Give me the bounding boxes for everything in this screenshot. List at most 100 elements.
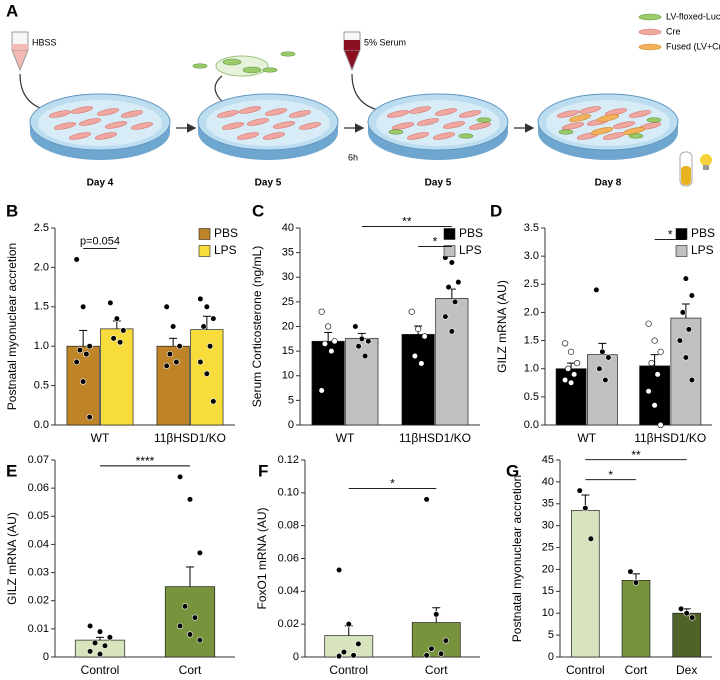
data-point	[336, 566, 343, 574]
significance-label: **	[631, 448, 641, 462]
y-tick-label: 0	[293, 651, 299, 663]
data-point	[113, 315, 120, 322]
data-point	[599, 348, 606, 355]
data-point	[355, 343, 362, 350]
legend-swatch	[443, 245, 456, 257]
data-point	[433, 611, 440, 618]
day-label: Day 5	[425, 178, 452, 189]
y-tick-label: 35	[542, 498, 554, 510]
panel-letter: F	[258, 461, 268, 480]
legend-swatch	[638, 28, 662, 36]
data-point	[86, 343, 93, 350]
data-point	[186, 496, 194, 503]
y-tick-label: 15	[282, 345, 294, 357]
data-point	[328, 348, 335, 355]
data-point	[166, 350, 174, 358]
significance-label: *	[668, 228, 673, 242]
tube	[343, 31, 361, 72]
legend-label: PBS	[214, 226, 238, 240]
data-point	[568, 348, 575, 355]
data-point	[163, 362, 170, 370]
bar	[639, 365, 670, 426]
bar	[571, 509, 600, 658]
legend-label: LPS	[214, 243, 237, 257]
significance-label: p=0.054	[80, 235, 120, 247]
legend-label: LPS	[459, 243, 482, 257]
y-tick-label: 40	[542, 476, 554, 488]
data-point	[76, 347, 84, 354]
data-point	[331, 338, 338, 345]
y-tick-label: 0.03	[28, 566, 49, 578]
data-point	[365, 338, 372, 345]
data-point	[96, 651, 104, 658]
data-point	[86, 414, 93, 421]
y-tick-label: 5	[288, 394, 294, 406]
y-tick-label: 30	[542, 520, 554, 532]
data-point	[408, 308, 415, 315]
data-point	[91, 639, 99, 647]
legend-label: LPS	[691, 243, 714, 257]
significance-label: *	[433, 235, 438, 249]
legend-label: Fused (LV+Cre)	[666, 41, 720, 51]
y-axis-label: Serum Corticosterone (ng/mL)	[250, 246, 264, 407]
y-tick-label: 0.04	[278, 585, 299, 597]
data-point	[197, 358, 204, 366]
data-point	[582, 505, 589, 512]
y-tick-label: 0.04	[28, 538, 49, 550]
data-point	[683, 610, 690, 617]
day-label: Day 4	[87, 178, 114, 189]
panel-letter: C	[252, 201, 264, 220]
y-tick-label: 0.5	[524, 391, 539, 403]
data-point	[181, 603, 189, 610]
y-tick-label: 0	[548, 651, 554, 663]
panel-letter: E	[6, 461, 17, 480]
data-point	[418, 360, 425, 367]
y-axis-label: GILZ mRNA (AU)	[5, 512, 19, 605]
data-point	[345, 621, 352, 628]
data-point	[355, 640, 362, 647]
interval: 6h	[348, 152, 358, 162]
bar	[401, 334, 435, 426]
data-point	[186, 631, 194, 638]
y-tick-label: 25	[542, 541, 554, 553]
data-point	[657, 348, 664, 355]
y-tick-label: 2.5	[524, 278, 539, 290]
bar	[164, 586, 216, 658]
y-tick-label: 0.12	[278, 454, 299, 466]
y-axis-label: GILZ mRNA (AU)	[495, 280, 509, 373]
data-point	[562, 340, 569, 347]
data-point	[336, 653, 343, 660]
x-tick-label: Cort	[425, 663, 448, 677]
y-tick-label: 1.0	[524, 363, 539, 375]
data-point	[163, 303, 170, 310]
bar	[345, 337, 379, 426]
data-point	[86, 622, 94, 630]
bar	[324, 635, 374, 658]
y-tick-label: 35	[282, 247, 294, 259]
data-point	[437, 650, 445, 657]
data-point	[593, 286, 600, 294]
panel-letter: D	[490, 201, 502, 220]
y-tick-label: 20	[542, 563, 554, 575]
data-point	[83, 350, 90, 358]
y-axis-label: FoxO1 mRNA (AU)	[255, 507, 269, 609]
x-tick-label: 11βHSD1/KO	[154, 431, 226, 445]
y-tick-label: 45	[542, 454, 554, 466]
significance-label: ****	[136, 454, 155, 468]
bar	[435, 298, 469, 426]
x-tick-label: WT	[91, 431, 110, 445]
data-point	[571, 371, 578, 378]
readout-tube	[679, 151, 712, 187]
data-point	[350, 652, 357, 659]
data-point	[645, 388, 652, 395]
data-point	[423, 496, 430, 503]
data-point	[415, 325, 422, 333]
y-tick-label: 2.0	[524, 306, 539, 318]
bar	[100, 328, 134, 426]
data-point	[679, 309, 686, 316]
y-tick-label: 0.06	[28, 482, 49, 494]
bar	[411, 622, 461, 658]
y-tick-label: 0	[288, 419, 294, 431]
data-point	[203, 303, 210, 310]
